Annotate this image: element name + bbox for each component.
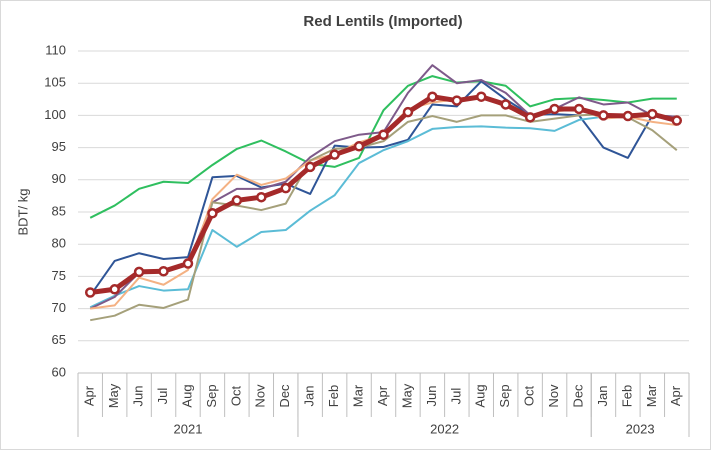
x-tick-label: Jan <box>595 386 610 407</box>
group-label: 2021 <box>174 421 203 436</box>
x-tick-label: Dec <box>277 384 292 408</box>
x-tick-label: Jun <box>131 386 146 407</box>
series-marker <box>280 182 291 194</box>
x-tick-label: Nov <box>546 384 561 408</box>
group-label: 2022 <box>430 421 459 436</box>
series-marker <box>451 95 463 106</box>
x-tick-label: Jul <box>448 388 463 405</box>
series-marker <box>353 141 365 152</box>
x-tick-label: Jul <box>155 388 170 405</box>
x-tick-label: Feb <box>619 385 634 407</box>
series-marker <box>231 195 243 206</box>
x-tick-label: Dec <box>570 384 585 408</box>
x-tick-label: Mar <box>350 384 365 407</box>
series-marker <box>500 99 511 110</box>
x-tick-label: May <box>399 383 414 408</box>
series-marker <box>378 129 389 140</box>
series-marker <box>158 265 169 277</box>
series-marker <box>207 208 218 219</box>
y-axis-label: BDT/ kg <box>15 189 30 236</box>
series-marker <box>329 149 340 160</box>
x-tick-label: May <box>106 383 121 408</box>
x-tick-label: Oct <box>522 386 537 407</box>
y-tick-label: 105 <box>44 75 66 90</box>
y-tick-label: 80 <box>52 236 66 251</box>
series-marker <box>182 258 194 269</box>
x-tick-label: Aug <box>179 384 194 407</box>
series-marker <box>133 266 145 278</box>
series-marker <box>549 103 560 115</box>
y-tick-label: 95 <box>52 139 66 154</box>
x-tick-label: Jan <box>302 386 317 407</box>
x-tick-label: Feb <box>326 385 341 407</box>
series-marker <box>402 106 414 118</box>
x-tick-label: Sep <box>497 384 512 407</box>
series-marker <box>622 110 634 122</box>
series-marker <box>524 112 536 123</box>
series-marker <box>304 161 316 173</box>
x-tick-label: Apr <box>668 385 683 406</box>
x-tick-label: Apr <box>375 385 390 406</box>
group-label: 2023 <box>626 421 655 436</box>
series-marker <box>671 115 683 126</box>
series-marker <box>476 91 487 102</box>
y-tick-label: 65 <box>52 332 66 347</box>
y-tick-label: 60 <box>52 364 66 379</box>
x-tick-label: Sep <box>204 384 219 407</box>
y-tick-label: 110 <box>45 42 66 57</box>
series-marker <box>647 108 658 120</box>
series-line <box>90 113 678 322</box>
series-marker <box>427 91 438 102</box>
x-tick-label: Nov <box>253 384 268 408</box>
y-tick-label: 85 <box>52 203 66 218</box>
y-tick-label: 70 <box>52 300 66 315</box>
series-marker <box>598 110 609 121</box>
series-marker <box>84 287 96 298</box>
x-tick-label: Oct <box>228 386 243 407</box>
x-tick-label: Aug <box>473 384 488 407</box>
x-tick-label: Jun <box>424 386 439 407</box>
x-tick-label: Apr <box>82 385 97 406</box>
series-line <box>89 113 678 309</box>
x-tick-label: Mar <box>644 384 659 407</box>
series-marker <box>573 103 585 115</box>
y-tick-label: 100 <box>44 107 66 122</box>
chart-title: Red Lentils (Imported) <box>303 13 462 30</box>
series-marker <box>256 191 267 203</box>
series-marker <box>109 284 120 295</box>
y-tick-label: 90 <box>52 171 66 186</box>
y-tick-label: 75 <box>52 268 66 283</box>
